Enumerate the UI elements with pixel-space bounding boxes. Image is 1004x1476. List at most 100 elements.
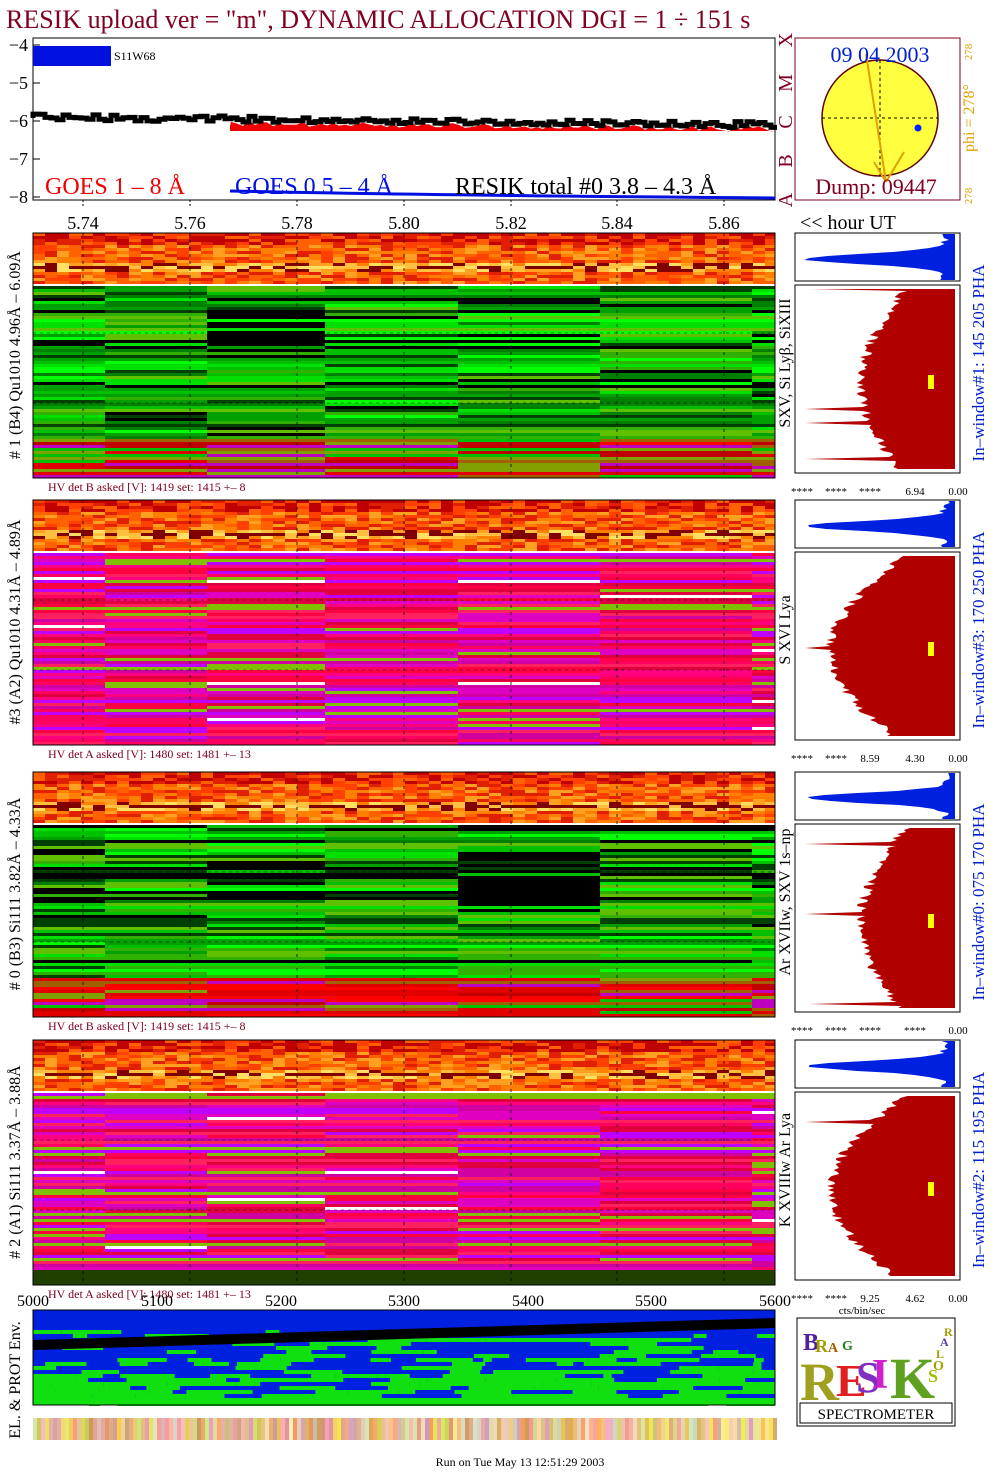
band-cell [621,242,633,245]
band-cell [117,1055,129,1058]
band-cell [597,509,609,512]
pha-profile [805,828,955,1008]
band-cell [333,506,345,509]
band-cell [249,275,261,278]
band-cell [297,778,309,781]
spectrum-row [207,987,325,990]
band-cell [645,269,657,272]
band-cell [321,799,333,802]
band-cell [261,796,273,799]
band-cell [525,808,537,811]
band-cell [309,1040,321,1043]
spectrum-row [207,900,325,903]
spectrum-row [752,355,775,358]
spectrum-row [105,604,207,607]
band-cell [765,242,775,245]
band-cell [369,521,381,524]
band-cell [81,808,93,811]
band-cell [441,272,453,275]
band-cell [765,254,775,257]
spectrum-row [207,343,325,346]
spectrum-row [600,825,752,828]
band-cell [501,512,513,515]
band-cell [153,521,165,524]
band-cell [753,518,765,521]
band-cell [189,500,201,503]
band-cell [705,1052,717,1055]
spectrum-row [600,337,752,340]
band-cell [705,790,717,793]
band-cell [453,533,465,536]
band-cell [309,542,321,545]
spectrum-row [600,664,752,667]
spectrum-row [207,927,325,930]
band-cell [669,787,681,790]
band-cell [321,263,333,266]
band-cell [177,254,189,257]
spectrum-row [105,664,207,667]
band-cell [189,1049,201,1052]
spectrum-row [600,867,752,870]
band-cell [621,275,633,278]
band-cell [429,808,441,811]
spectrum-row [33,409,105,412]
band-cell [765,548,775,551]
spectrum-row [105,712,207,715]
band-cell [609,814,621,817]
spectrum-row [33,694,105,697]
band-cell [57,275,69,278]
band-cell [489,787,501,790]
band-cell [597,251,609,254]
band-cell [93,266,105,269]
band-cell [765,239,775,242]
band-cell [129,1046,141,1049]
band-cell [201,796,213,799]
band-cell [225,775,237,778]
spectrum-row [207,700,325,703]
spectrum-row [207,906,325,909]
band-cell [753,775,765,778]
spectrum-row [458,930,600,933]
band-cell [285,239,297,242]
spectrum-row [752,346,775,349]
band-cell [45,545,57,548]
band-cell [105,811,117,814]
spectrum-row [752,433,775,436]
band-cell [333,542,345,545]
band-cell [525,500,537,503]
band-cell [189,251,201,254]
spectrum-row [458,1008,600,1011]
band-cell [165,811,177,814]
spectrum-row [458,562,600,565]
spectrum-row [33,328,105,331]
band-cell [165,527,177,530]
spectrum-row [207,604,325,607]
band-cell [717,542,729,545]
band-cell [561,500,573,503]
band-cell [657,506,669,509]
band-cell [525,805,537,808]
band-cell [357,512,369,515]
band-cell [705,254,717,257]
band-cell [573,263,585,266]
band-cell [357,1046,369,1049]
band-cell [525,811,537,814]
band-cell [429,539,441,542]
band-cell [69,281,81,284]
spectrum-row [752,966,775,969]
band-cell [369,1052,381,1055]
spectrum-row [458,712,600,715]
spectrum-row [207,930,325,933]
band-cell [621,524,633,527]
band-cell [573,817,585,820]
spectrum-row [325,349,458,352]
band-cell [33,533,45,536]
band-cell [81,820,93,823]
spectrum-row [752,718,775,721]
band-cell [621,233,633,236]
spectrum-row [33,460,105,463]
band-cell [393,530,405,533]
band-cell [693,278,705,281]
band-cell [453,257,465,260]
spectrum-row [458,996,600,999]
